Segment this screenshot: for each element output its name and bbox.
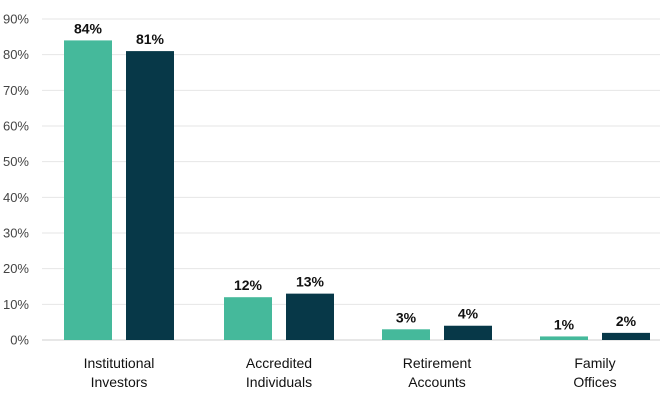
y-tick-label: 70% (3, 83, 29, 98)
y-tick-label: 60% (3, 119, 29, 134)
bar (540, 336, 588, 340)
data-label: 12% (234, 277, 263, 293)
data-label: 3% (396, 309, 417, 325)
bar (224, 297, 272, 340)
y-tick-label: 90% (3, 12, 29, 27)
x-tick-label: Institutional (84, 355, 155, 371)
y-tick-label: 10% (3, 297, 29, 312)
bars (64, 40, 650, 341)
y-tick-label: 50% (3, 154, 29, 169)
x-axis: Institutional Investors Accredited Individu… (84, 355, 617, 390)
data-label: 13% (296, 274, 325, 290)
bar (444, 325, 492, 340)
data-label: 4% (458, 306, 479, 322)
y-tick-label: 20% (3, 261, 29, 276)
x-tick-label: Offices (573, 374, 616, 390)
bar (382, 329, 430, 340)
y-axis: 0% 10% 20% 30% 40% 50% 60% 70% 80% 90% (3, 12, 660, 348)
x-tick-label: Accounts (408, 374, 466, 390)
data-label: 84% (74, 20, 103, 36)
bar (286, 293, 334, 340)
data-label: 81% (136, 31, 165, 47)
x-tick-label: Family (574, 355, 615, 371)
x-tick-label: Accredited (246, 355, 312, 371)
data-label: 2% (616, 313, 637, 329)
x-tick-label: Retirement (403, 355, 472, 371)
y-tick-label: 40% (3, 190, 29, 205)
bar (126, 51, 174, 340)
x-tick-label: Individuals (246, 374, 312, 390)
data-labels: 84% 12% 3% 1% 81% 13% 4% 2% (74, 20, 637, 332)
y-tick-label: 30% (3, 226, 29, 241)
data-label: 1% (554, 316, 575, 332)
y-tick-label: 80% (3, 47, 29, 62)
x-tick-label: Investors (91, 374, 148, 390)
y-tick-label: 0% (10, 333, 29, 348)
bar (64, 40, 112, 341)
bar (602, 332, 650, 340)
